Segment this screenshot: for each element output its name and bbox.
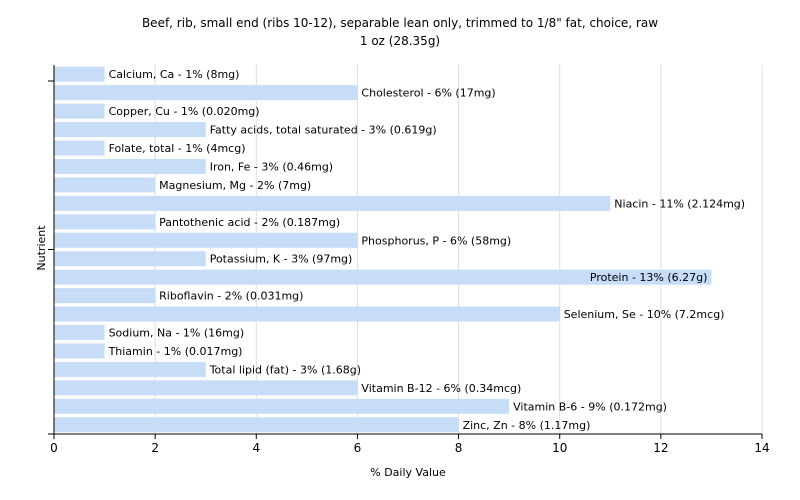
bar-2 bbox=[54, 103, 105, 119]
grid-lines bbox=[154, 65, 763, 434]
bar-9 bbox=[54, 232, 358, 248]
bar-label-16: Total lipid (fat) - 3% (1.68g) bbox=[209, 363, 361, 376]
bar-3 bbox=[54, 122, 206, 138]
x-tick-label-8: 8 bbox=[455, 441, 463, 455]
bar-label-4: Folate, total - 1% (4mcg) bbox=[109, 142, 246, 155]
bar-0 bbox=[54, 66, 105, 82]
chart-subtitle: 1 oz (28.35g) bbox=[360, 34, 440, 48]
bar-19 bbox=[54, 417, 459, 433]
bar-13 bbox=[54, 306, 560, 322]
bar-8 bbox=[54, 214, 156, 230]
x-ticks-group: 0 2 4 6 8 10 12 14 bbox=[50, 434, 770, 455]
bar-label-0: Calcium, Ca - 1% (8mg) bbox=[109, 68, 240, 81]
bar-10 bbox=[54, 251, 206, 267]
bar-16 bbox=[54, 361, 206, 377]
bar-18 bbox=[54, 398, 510, 414]
chart-title: Beef, rib, small end (ribs 10-12), separ… bbox=[142, 16, 658, 30]
bar-label-15: Thiamin - 1% (0.017mg) bbox=[108, 345, 243, 358]
x-axis-label: % Daily Value bbox=[370, 466, 446, 479]
x-tick-label-14: 14 bbox=[754, 441, 769, 455]
y-axis-label: Nutrient bbox=[35, 225, 48, 271]
x-tick-label-0: 0 bbox=[50, 441, 58, 455]
x-tick-label-2: 2 bbox=[151, 441, 159, 455]
bar-1 bbox=[54, 85, 358, 101]
bar-17 bbox=[54, 380, 358, 396]
x-tick-label-4: 4 bbox=[252, 441, 260, 455]
bar-label-10: Potassium, K - 3% (97mg) bbox=[210, 253, 353, 266]
bar-label-1: Cholesterol - 6% (17mg) bbox=[361, 87, 495, 100]
bar-12 bbox=[54, 288, 156, 304]
bar-label-8: Pantothenic acid - 2% (0.187mg) bbox=[159, 216, 340, 229]
bar-label-11: Protein - 13% (6.27g) bbox=[590, 271, 708, 284]
bar-label-7: Niacin - 11% (2.124mg) bbox=[614, 197, 745, 210]
bar-label-13: Selenium, Se - 10% (7.2mcg) bbox=[564, 308, 725, 321]
bar-5 bbox=[54, 158, 206, 174]
x-tick-label-10: 10 bbox=[552, 441, 567, 455]
bar-6 bbox=[54, 177, 156, 193]
bar-label-14: Sodium, Na - 1% (16mg) bbox=[109, 327, 245, 340]
axes-group bbox=[48, 65, 762, 435]
bar-label-12: Riboflavin - 2% (0.031mg) bbox=[159, 290, 303, 303]
bar-label-5: Iron, Fe - 3% (0.46mg) bbox=[210, 160, 333, 173]
bar-11 bbox=[54, 269, 712, 285]
bars-group: Calcium, Ca - 1% (8mg) Cholesterol - 6% (… bbox=[54, 66, 745, 433]
bar-15 bbox=[54, 343, 105, 359]
bar-4 bbox=[54, 140, 105, 156]
bar-label-9: Phosphorus, P - 6% (58mg) bbox=[361, 234, 511, 247]
bar-label-2: Copper, Cu - 1% (0.020mg) bbox=[109, 105, 260, 118]
x-tick-label-12: 12 bbox=[653, 441, 668, 455]
bar-label-3: Fatty acids, total saturated - 3% (0.619… bbox=[210, 124, 437, 137]
x-tick-label-6: 6 bbox=[354, 441, 362, 455]
bar-label-17: Vitamin B-12 - 6% (0.34mcg) bbox=[361, 382, 521, 395]
bar-label-6: Magnesium, Mg - 2% (7mg) bbox=[159, 179, 311, 192]
bar-label-18: Vitamin B-6 - 9% (0.172mg) bbox=[513, 400, 667, 413]
bar-14 bbox=[54, 325, 105, 341]
bar-7 bbox=[54, 195, 611, 211]
bar-label-19: Zinc, Zn - 8% (1.17mg) bbox=[463, 419, 591, 432]
